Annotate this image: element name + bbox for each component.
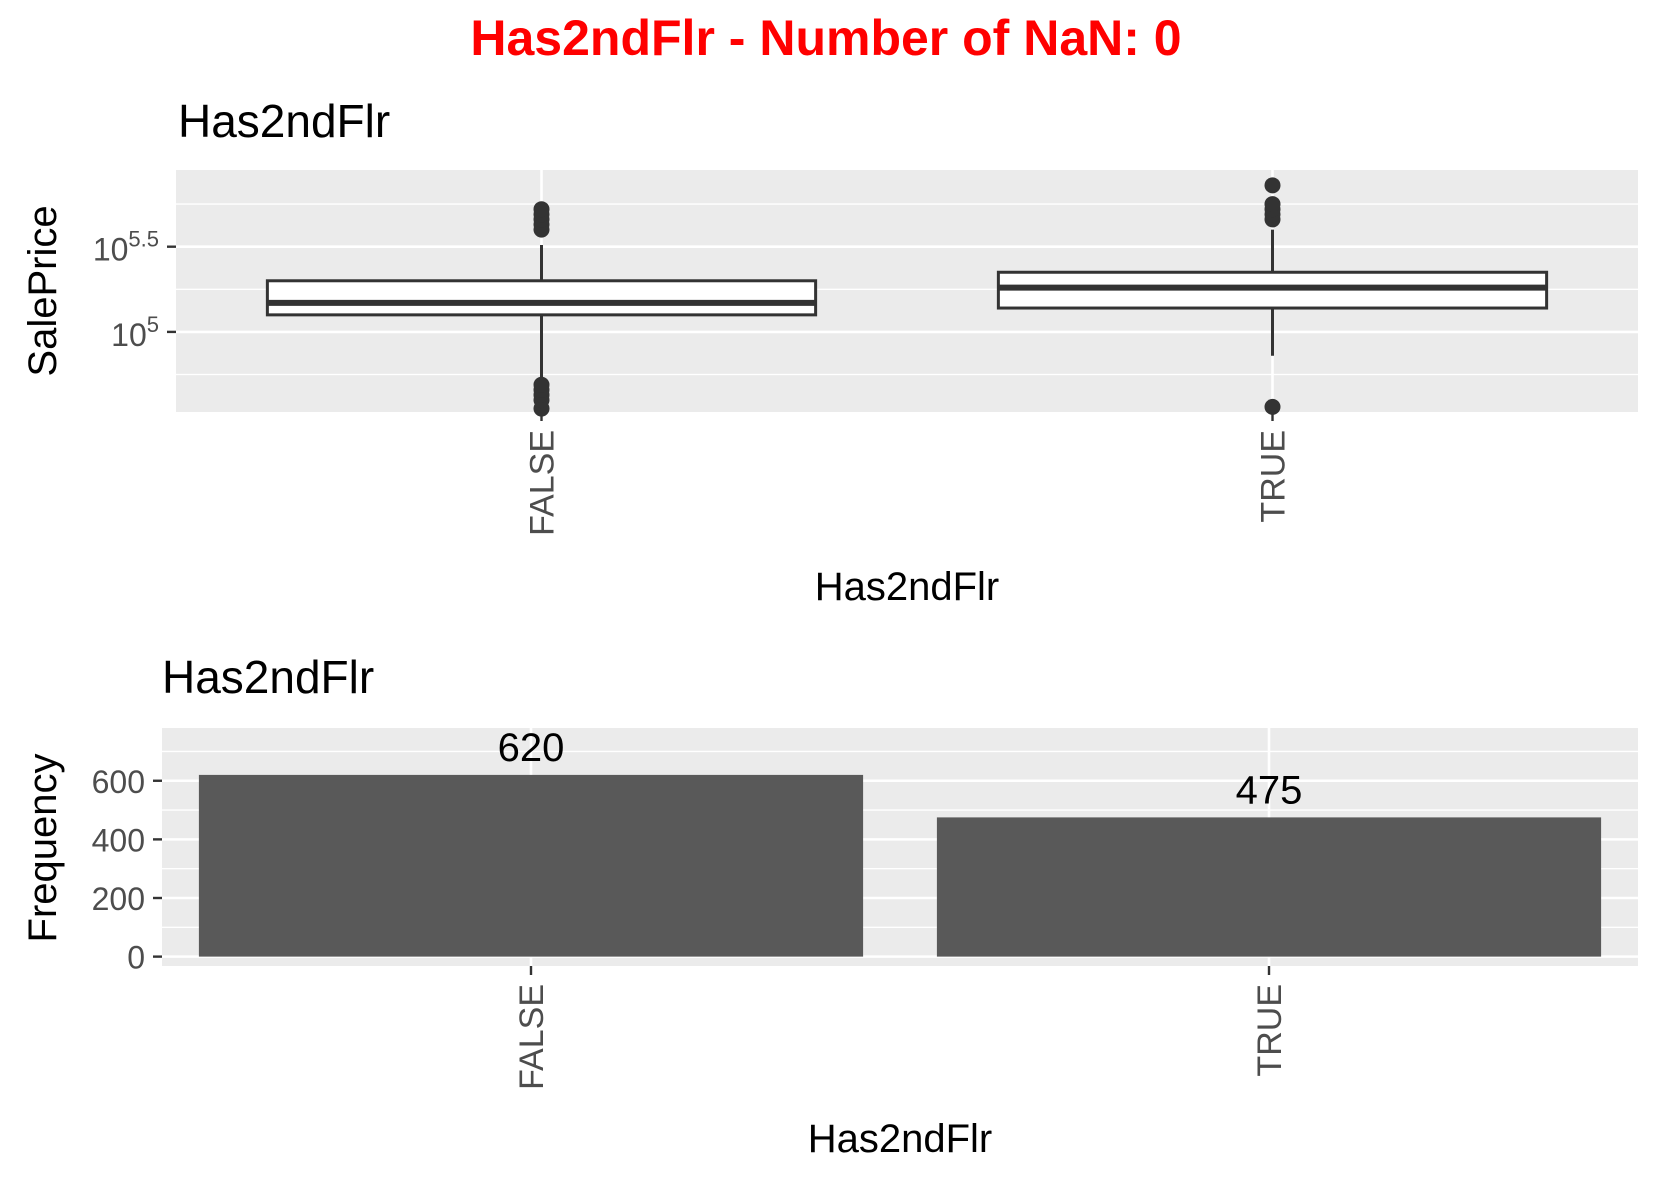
y-tick-label: 600 [92,764,145,800]
outlier-point [1264,196,1281,213]
boxplot-x-label: Has2ndFlr [815,565,1000,609]
boxplot-boxes [265,177,1549,417]
y-tick-label: 400 [92,822,145,858]
outlier-point [533,201,550,218]
boxplot-y-axis: 105 105.5 [93,227,176,353]
x-tick-label: FALSE [524,430,562,536]
y-tick-label: 200 [92,881,145,917]
y-tick-label: 105.5 [93,227,159,268]
outlier-point [533,376,550,393]
bar-chart: Has2ndFlr 0 200 400 600 FALSE TRUE 620 475 Fr… [21,651,1638,1161]
bar-x-axis: FALSE TRUE [513,966,1289,1090]
bar-chart-title: Has2ndFlr [162,651,374,703]
x-tick-label: TRUE [1255,430,1293,523]
outlier-point [1264,398,1281,415]
boxplot-title: Has2ndFlr [178,95,390,147]
outlier-point [1264,177,1281,194]
page-title: Has2ndFlr - Number of NaN: 0 [470,10,1181,66]
boxplot-x-axis: FALSE TRUE [524,412,1293,536]
bar-marks: 620 475 [198,726,1602,957]
box-false [265,201,818,417]
y-tick-label: 105 [111,312,159,353]
bar-value-label: 620 [498,726,565,770]
x-tick-label: TRUE [1251,984,1289,1077]
bar-false [198,774,864,957]
box-true [996,177,1549,415]
y-tick-label: 0 [127,940,145,976]
bar-value-label: 475 [1236,768,1303,812]
boxplot-y-label: SalePrice [21,205,65,376]
boxplot-chart: Has2ndFlr 105 105.5 FALSE TRUE SalePrice H… [21,95,1638,609]
x-tick-label: FALSE [513,984,551,1090]
bar-true [936,817,1602,957]
bar-y-axis: 0 200 400 600 [92,764,162,976]
bar-x-label: Has2ndFlr [808,1117,993,1161]
bar-y-label: Frequency [21,754,65,943]
box-iqr [265,279,818,317]
